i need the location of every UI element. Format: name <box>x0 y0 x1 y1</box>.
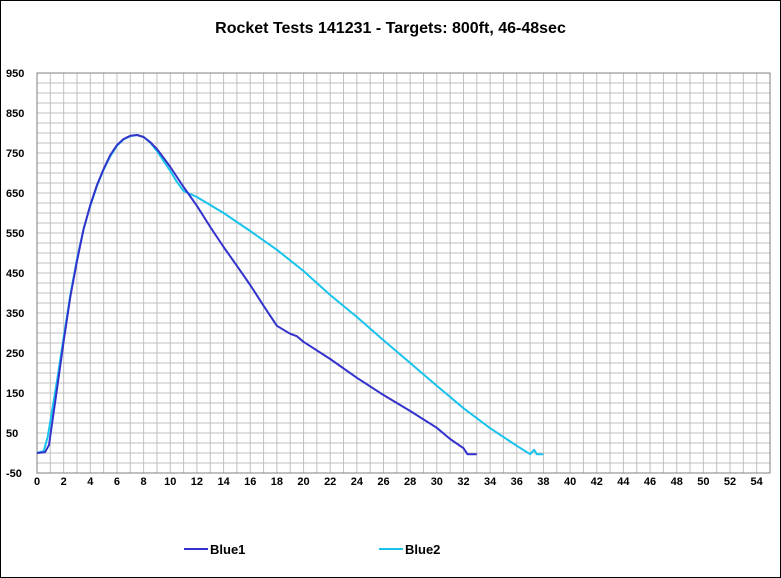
x-axis-tick-labels: 0 2 4 6 8 10 12 14 16 18 20 22 24 26 28 30 32 34 36 38 40 42 4… <box>34 476 764 488</box>
x-tick-label: 6 <box>114 476 120 488</box>
x-tick-label: 48 <box>671 476 683 488</box>
x-tick-label: 38 <box>537 476 549 488</box>
x-tick-label: 10 <box>164 476 176 488</box>
x-tick-label: 40 <box>564 476 576 488</box>
x-tick-label: 52 <box>724 476 736 488</box>
x-tick-label: 30 <box>431 476 443 488</box>
x-tick-label: 18 <box>271 476 283 488</box>
x-tick-label: 0 <box>34 476 40 488</box>
x-tick-label: 28 <box>404 476 416 488</box>
y-axis-tick-labels: -50 50 150 250 350 450 550 650 750 850 950 <box>6 68 24 480</box>
y-tick-label: 650 <box>6 188 24 200</box>
gridlines <box>36 72 771 474</box>
chart-title: Rocket Tests 141231 - Targets: 800ft, 46… <box>215 20 566 37</box>
y-tick-label: 50 <box>6 428 18 440</box>
y-tick-label: 250 <box>6 348 24 360</box>
y-tick-label: 850 <box>6 108 24 120</box>
plot-border <box>36 72 771 474</box>
series-line-blue1 <box>36 134 477 456</box>
x-tick-label: 42 <box>591 476 603 488</box>
x-tick-label: 20 <box>297 476 309 488</box>
x-tick-label: 12 <box>191 476 203 488</box>
x-tick-label: 36 <box>511 476 523 488</box>
x-tick-label: 24 <box>351 476 364 488</box>
x-tick-label: 4 <box>87 476 94 488</box>
y-tick-label: 550 <box>6 228 24 240</box>
x-tick-label: 50 <box>697 476 709 488</box>
y-tick-label: -50 <box>6 468 22 480</box>
x-tick-label: 32 <box>457 476 469 488</box>
x-tick-label: 26 <box>377 476 389 488</box>
x-tick-label: 14 <box>217 476 230 488</box>
x-tick-label: 8 <box>141 476 147 488</box>
x-tick-label: 16 <box>244 476 256 488</box>
y-tick-label: 950 <box>6 68 24 80</box>
legend-label-blue1: Blue1 <box>210 542 245 557</box>
legend-label-blue2: Blue2 <box>405 542 440 557</box>
y-tick-label: 450 <box>6 268 24 280</box>
legend: Blue1 Blue2 <box>184 542 440 557</box>
y-tick-label: 150 <box>6 388 24 400</box>
x-tick-label: 34 <box>484 476 497 488</box>
series-lines <box>36 134 544 456</box>
y-tick-label: 350 <box>6 308 24 320</box>
x-tick-label: 22 <box>324 476 336 488</box>
x-tick-label: 54 <box>751 476 764 488</box>
x-tick-label: 44 <box>617 476 630 488</box>
x-tick-label: 46 <box>644 476 656 488</box>
y-tick-label: 750 <box>6 148 24 160</box>
x-tick-label: 2 <box>61 476 67 488</box>
